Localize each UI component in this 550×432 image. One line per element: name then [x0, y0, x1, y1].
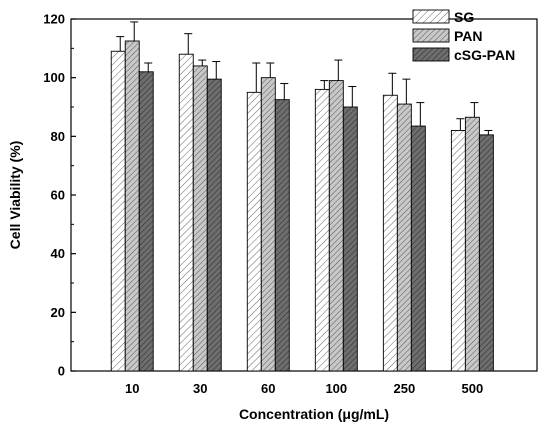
x-axis-label: Concentration (μg/mL) [239, 406, 389, 422]
y-tick-label: 100 [43, 70, 65, 85]
legend-swatch-sg [412, 9, 450, 24]
x-tick-label: 60 [261, 381, 275, 396]
y-tick-label: 20 [51, 305, 65, 320]
legend-label-sg: SG [454, 9, 474, 25]
bar-csg-pan [274, 99, 290, 372]
y-tick-label: 80 [51, 129, 65, 144]
bar-sg [450, 130, 466, 372]
y-axis: 0 20 40 60 80 100 120 [43, 12, 76, 379]
bar-sg [382, 94, 398, 372]
bar-pan [464, 116, 480, 372]
y-tick-label: 0 [58, 364, 65, 379]
bar-pan [260, 77, 276, 372]
bar-csg-pan [138, 71, 154, 372]
bar-pan [192, 65, 208, 372]
bar-pan [124, 40, 140, 372]
bar-sg [110, 50, 126, 372]
bar-csg-pan [410, 125, 426, 372]
x-tick-label: 30 [193, 381, 207, 396]
bar-csg-pan [478, 134, 494, 372]
bar-pan [396, 103, 412, 372]
bar-csg-pan [206, 78, 222, 372]
bar-csg-pan [342, 106, 358, 372]
x-tick-label: 100 [325, 381, 347, 396]
legend-label-csg-pan: cSG-PAN [454, 47, 515, 63]
bar-sg [314, 88, 330, 372]
legend-swatch-csg-pan [412, 47, 450, 62]
plot-area: 0 20 40 60 80 100 120 10 30 60 100 250 500 [43, 12, 538, 396]
x-tick-label: 10 [125, 381, 139, 396]
y-tick-label: 120 [43, 12, 65, 27]
y-tick-label: 40 [51, 246, 65, 261]
bar-sg [246, 91, 262, 372]
y-axis-label: Cell Viability (%) [7, 141, 23, 250]
bar-sg [178, 53, 194, 372]
legend-label-pan: PAN [454, 28, 483, 44]
legend: SG PAN cSG-PAN [412, 9, 515, 63]
bar-pan [328, 80, 344, 372]
legend-swatch-pan [412, 28, 450, 43]
y-tick-label: 60 [51, 188, 65, 203]
bars [110, 21, 494, 372]
x-tick-label: 250 [393, 381, 415, 396]
x-tick-label: 500 [462, 381, 484, 396]
